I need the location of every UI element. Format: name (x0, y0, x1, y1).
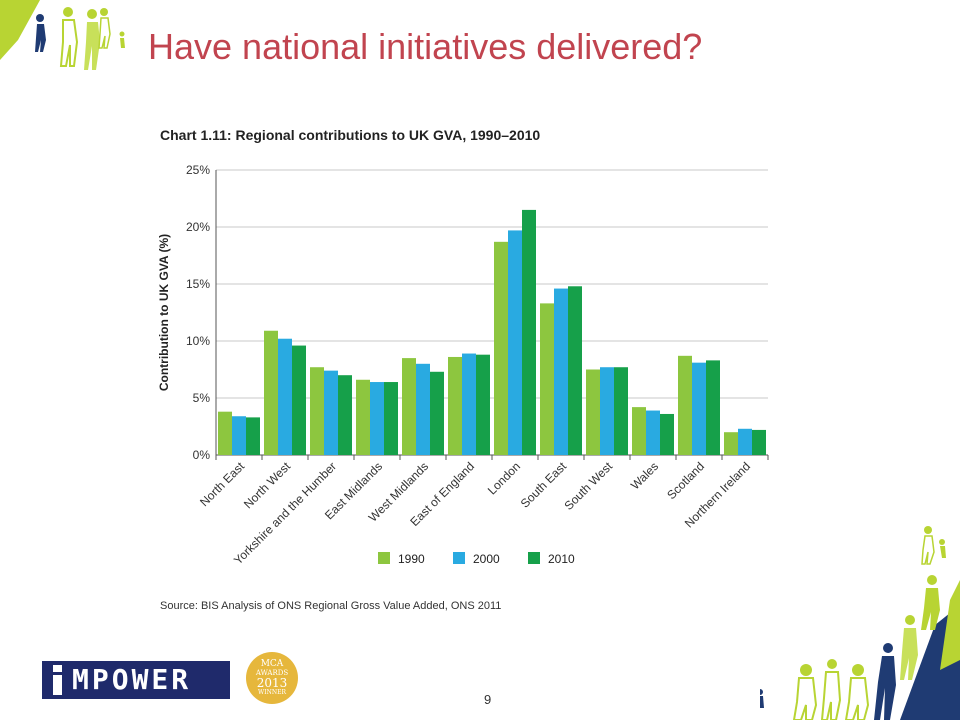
y-tick-label: 20% (186, 220, 210, 234)
bar-2000 (278, 338, 292, 455)
chart-bars (218, 209, 766, 455)
bar-1990 (678, 355, 692, 455)
page-number: 9 (484, 692, 492, 707)
bar-1990 (310, 367, 324, 455)
mca-award-badge: MCA AWARDS 2013 WINNER (246, 652, 298, 704)
award-line-2: AWARDS (255, 668, 289, 677)
bar-1990 (540, 303, 554, 455)
bar-2000 (600, 367, 614, 455)
crowd-figures-decoration (760, 526, 960, 720)
chart-legend: 1990 2000 2010 (378, 552, 575, 566)
legend-label: 1990 (398, 552, 425, 566)
bar-1990 (724, 432, 738, 455)
bar-1990 (448, 356, 462, 455)
category-label: South West (562, 459, 616, 513)
bar-2000 (646, 410, 660, 455)
bar-2010 (476, 354, 490, 455)
logo-text: MPOWER (72, 663, 192, 696)
y-tick-labels: 0% 5% 10% 15% 20% 25% (186, 163, 210, 462)
category-label: Wales (628, 459, 661, 492)
bar-1990 (586, 369, 600, 455)
walking-figures-icon (35, 7, 125, 70)
bar-1990 (356, 379, 370, 455)
bar-2010 (752, 429, 766, 455)
bar-2000 (738, 428, 752, 455)
bar-1990 (264, 330, 278, 455)
legend-swatch (378, 552, 390, 564)
gva-bar-chart: Chart 1.11: Regional contributions to UK… (157, 127, 769, 612)
legend-label: 2000 (473, 552, 500, 566)
bar-2010 (614, 367, 628, 455)
bar-2010 (338, 375, 352, 455)
bar-1990 (402, 358, 416, 455)
legend-label: 2010 (548, 552, 575, 566)
y-tick-label: 10% (186, 334, 210, 348)
category-label: London (485, 459, 523, 497)
y-axis-label: Contribution to UK GVA (%) (157, 234, 171, 391)
chart-gridlines (215, 169, 769, 460)
award-line-3: 2013 (256, 675, 288, 690)
bar-2010 (522, 209, 536, 455)
bar-2000 (554, 288, 568, 455)
award-line-4: WINNER (258, 688, 286, 696)
category-label: Scotland (664, 459, 707, 502)
chart-title: Chart 1.11: Regional contributions to UK… (160, 127, 540, 143)
legend-swatch (453, 552, 465, 564)
bar-2000 (508, 230, 522, 455)
corner-figures-decoration (0, 0, 125, 70)
bar-2010 (660, 413, 674, 455)
impower-logo: MPOWER (42, 661, 230, 699)
bar-2000 (324, 370, 338, 455)
slide-title: Have national initiatives delivered? (148, 26, 703, 67)
bar-2010 (706, 360, 720, 455)
bar-2000 (232, 416, 246, 455)
bar-1990 (218, 411, 232, 455)
bar-2010 (292, 345, 306, 455)
y-tick-label: 0% (193, 448, 211, 462)
bar-1990 (494, 241, 508, 455)
bar-1990 (632, 407, 646, 455)
bar-2010 (246, 417, 260, 455)
chart-source: Source: BIS Analysis of ONS Regional Gro… (160, 600, 501, 612)
bar-2000 (692, 362, 706, 455)
award-line-1: MCA (260, 659, 284, 670)
legend-swatch (528, 552, 540, 564)
bar-2010 (430, 371, 444, 455)
crowd-figures-icon (760, 526, 960, 720)
bar-2000 (462, 353, 476, 455)
y-tick-label: 5% (193, 391, 211, 405)
bar-2010 (384, 382, 398, 455)
bar-2010 (568, 286, 582, 455)
y-tick-label: 25% (186, 163, 210, 177)
green-corner-shape (0, 0, 40, 60)
bar-2000 (370, 382, 384, 455)
y-tick-label: 15% (186, 277, 210, 291)
logo-i-mark-icon (42, 661, 72, 699)
bar-2000 (416, 363, 430, 455)
